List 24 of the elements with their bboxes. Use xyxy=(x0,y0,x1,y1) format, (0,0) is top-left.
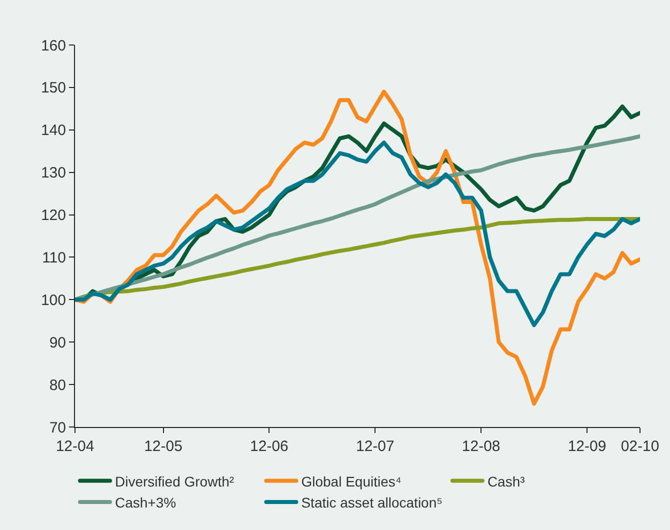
legend-label: Diversified Growth² xyxy=(115,473,234,490)
x-tick-label: 02-10 xyxy=(620,438,660,455)
y-tick-label: 160 xyxy=(40,37,66,54)
y-tick-label: 90 xyxy=(49,334,66,352)
x-tick-label: 12-09 xyxy=(568,438,606,455)
x-tick-label: 12-06 xyxy=(250,438,288,455)
line-series xyxy=(75,90,640,406)
x-tick-label: 12-04 xyxy=(56,438,94,455)
legend-label: Cash³ xyxy=(487,473,526,490)
x-tick-label: 12-07 xyxy=(356,438,394,455)
y-tick-label: 80 xyxy=(49,376,66,394)
legend-label: Static asset allocation⁵ xyxy=(301,494,442,510)
y-tick-label: 140 xyxy=(40,122,66,140)
legend-label: Cash+3% xyxy=(115,494,176,510)
line-series xyxy=(75,140,640,328)
x-tick-label: 12-05 xyxy=(144,438,182,455)
y-tick-label: 120 xyxy=(40,207,66,224)
legend-label: Global Equities⁴ xyxy=(301,473,402,490)
y-tick-label: 110 xyxy=(42,249,66,266)
y-tick-label: 130 xyxy=(40,164,66,182)
y-tick-label: 70 xyxy=(49,419,66,436)
y-tick-label: 100 xyxy=(40,292,66,309)
x-tick-label: 12-08 xyxy=(462,438,500,455)
y-tick-label: 150 xyxy=(40,80,66,97)
